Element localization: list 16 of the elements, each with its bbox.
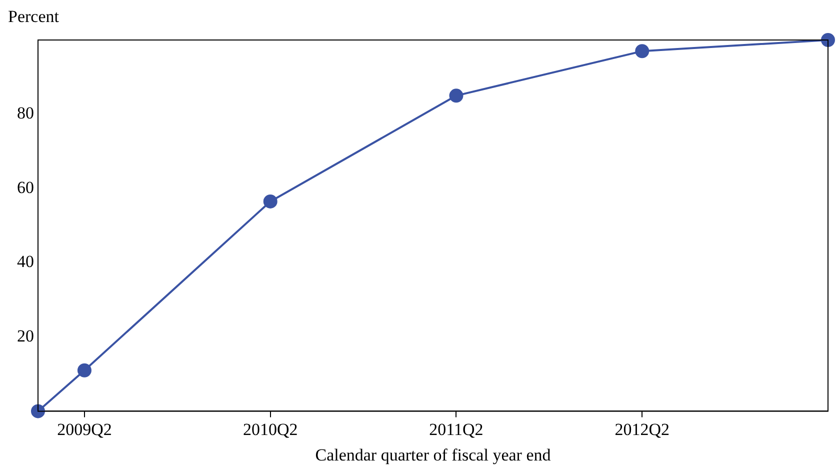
point [635, 44, 650, 58]
x-tick-label: 2011Q2 [429, 420, 484, 439]
x-tick-label: 2010Q2 [242, 420, 298, 439]
y-tick-label: 60 [17, 178, 34, 197]
point [821, 33, 835, 47]
y-tick-label: 80 [17, 104, 34, 123]
point [263, 194, 278, 208]
point [31, 404, 45, 418]
x-tick-label: 2009Q2 [57, 420, 112, 439]
point [77, 363, 92, 378]
y-axis-title: Percent [8, 7, 60, 26]
y-tick-label: 40 [17, 252, 34, 272]
x-tick-label: 2012Q2 [614, 420, 670, 439]
x-axis-title: Calendar quarter of fiscal year end [315, 445, 552, 464]
point [449, 88, 464, 103]
y-tick-label: 20 [17, 326, 34, 346]
